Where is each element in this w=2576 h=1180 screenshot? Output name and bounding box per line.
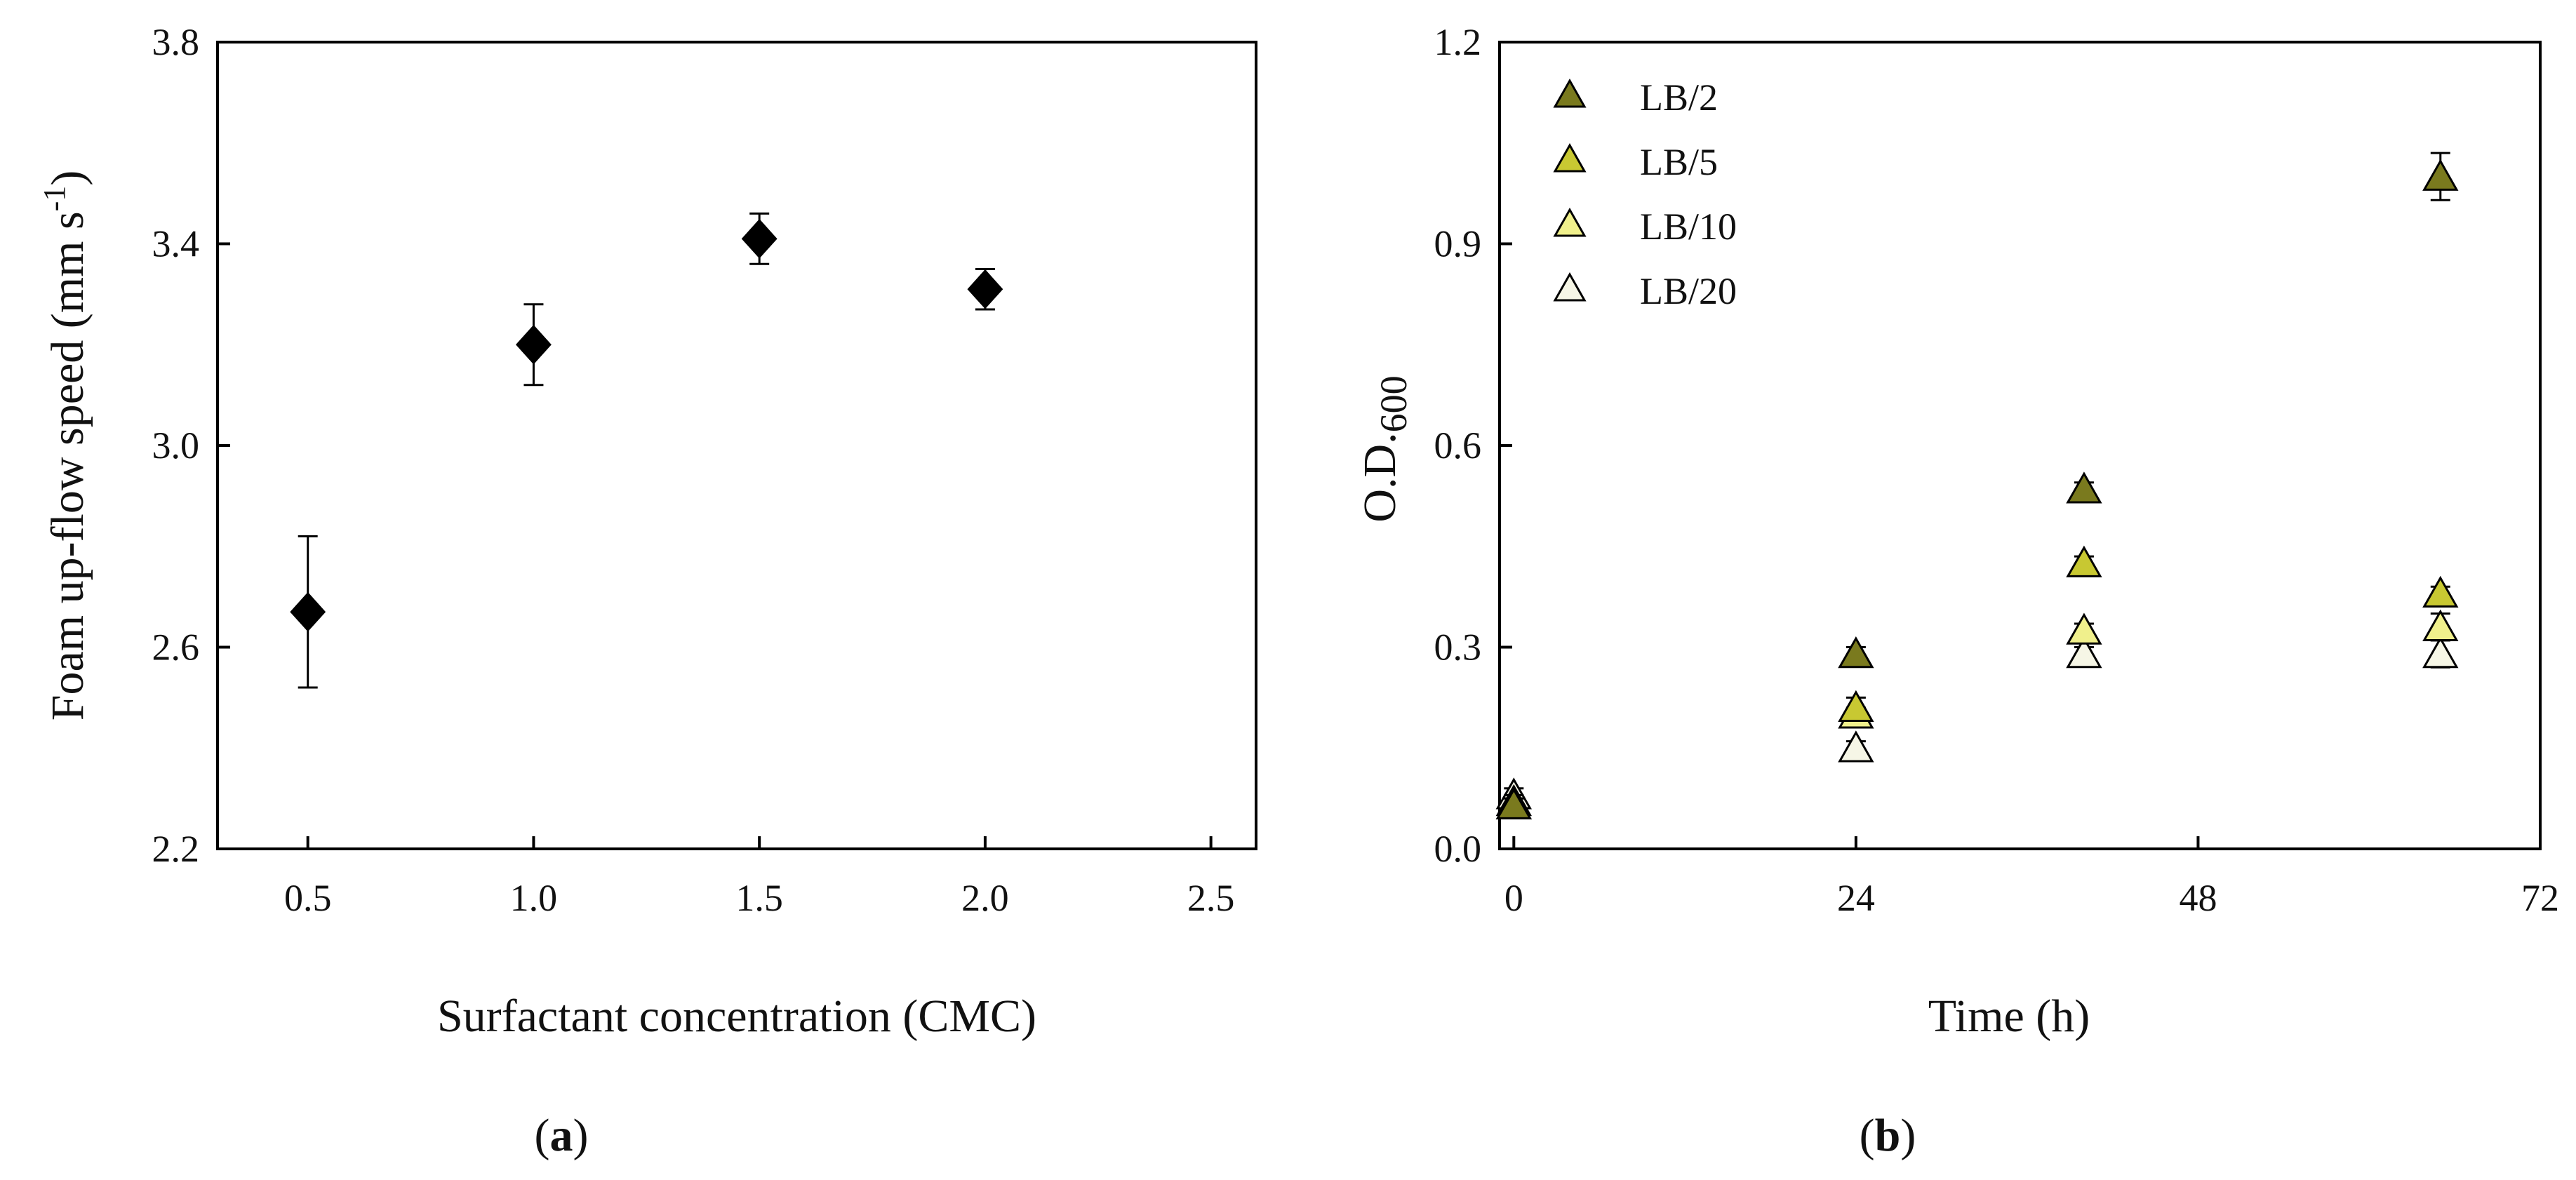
panel-a-y-label-end: ): [42, 170, 93, 186]
x-tick-label: 0.5: [284, 877, 332, 919]
data-point: [2422, 159, 2459, 191]
x-tick-label: 2.0: [961, 877, 1009, 919]
legend-swatch: [1553, 207, 1587, 237]
panel-a-label-open: (: [535, 1110, 550, 1161]
data-point: [2422, 575, 2459, 608]
data-point: [967, 269, 1003, 309]
panel-b-label: (b): [1860, 1110, 1916, 1161]
y-tick-label: 3.4: [152, 223, 200, 265]
panel-b-marks: [1495, 152, 2459, 819]
y-tick-label: 0.0: [1434, 828, 1482, 870]
data-point: [290, 591, 326, 632]
x-tick-label: 0: [1504, 877, 1523, 919]
panel-a-axes: 0.5 1.0 1.5 2.0 2.5 2.2 2.6 3.0 3.4 3.8: [152, 21, 1235, 919]
panel-a-y-label-main: Foam up-flow speed (mm s: [42, 211, 93, 720]
data-point: [2066, 471, 2102, 504]
y-tick-label: 2.6: [152, 626, 200, 669]
legend-label: LB/2: [1640, 76, 1718, 119]
panel-a-plot-frame: [216, 41, 1257, 850]
data-point: [2066, 545, 2102, 577]
panel-b-y-label-sub: 600: [1373, 375, 1415, 432]
y-tick-label: 1.2: [1434, 21, 1482, 63]
y-tick-label: 0.6: [1434, 424, 1482, 467]
y-tick-label: 0.9: [1434, 223, 1482, 265]
panel-b-label-letter: b: [1875, 1110, 1901, 1161]
y-tick-label: 0.3: [1434, 626, 1482, 669]
panel-a-y-axis-label: Foam up-flow speed (mm s-1): [37, 170, 93, 721]
panel-a-label: (a): [535, 1110, 589, 1161]
legend-swatch: [1553, 142, 1587, 173]
y-tick-label: 2.2: [152, 828, 200, 870]
data-point: [1495, 787, 1532, 819]
x-tick-label: 24: [1837, 877, 1875, 919]
panel-a-label-close: ): [573, 1110, 589, 1161]
legend-label: LB/20: [1640, 270, 1737, 312]
panel-b-label-open: (: [1860, 1110, 1875, 1161]
panel-a-chart: 0.5 1.0 1.5 2.0 2.5 2.2 2.6 3.0 3.4 3.8 Surfactan…: [37, 21, 1257, 1161]
panel-a-x-axis-label: Surfactant concentration (CMC): [437, 991, 1036, 1042]
y-tick-label: 3.8: [152, 21, 200, 63]
data-point: [1838, 730, 1874, 763]
panel-b-label-close: ): [1900, 1110, 1916, 1161]
panel-b-chart: 0 24 48 720.00.30.60.91.2 LB/2LB/5LB/10LB/2…: [1354, 21, 2559, 1161]
data-point: [741, 219, 778, 259]
x-tick-label: 1.5: [735, 877, 783, 919]
legend-label: LB/5: [1640, 141, 1718, 183]
legend-swatch: [1553, 271, 1587, 302]
panel-a-y-label-sup: -1: [37, 186, 72, 212]
data-point: [1838, 690, 1874, 722]
panel-a-marks: [290, 212, 1003, 689]
data-point: [1838, 636, 1874, 669]
data-point: [2422, 609, 2459, 641]
data-point: [2066, 636, 2102, 669]
panel-b-axes: 0 24 48 72 0.0 0.3 0.6 0.9 1.2: [1434, 21, 2560, 919]
data-point: [2066, 612, 2102, 645]
x-tick-label: 1.0: [510, 877, 558, 919]
legend-swatch: [1553, 78, 1587, 108]
panel-b-x-axis-label: Time (h): [1928, 991, 2090, 1042]
data-point: [516, 325, 552, 365]
panel-a-label-letter: a: [550, 1110, 573, 1161]
y-tick-label: 3.0: [152, 424, 200, 467]
x-tick-label: 72: [2521, 877, 2559, 919]
legend-label: LB/10: [1640, 206, 1737, 248]
panel-b-y-label-main: O.D.: [1354, 432, 1406, 522]
x-tick-label: 2.5: [1187, 877, 1235, 919]
x-tick-label: 48: [2179, 877, 2217, 919]
panel-b-y-axis-label: O.D.600: [1354, 375, 1415, 522]
data-point: [2422, 636, 2459, 669]
panel-b-legend: LB/2 LB/5 LB/10 LB/20: [1553, 76, 1737, 312]
